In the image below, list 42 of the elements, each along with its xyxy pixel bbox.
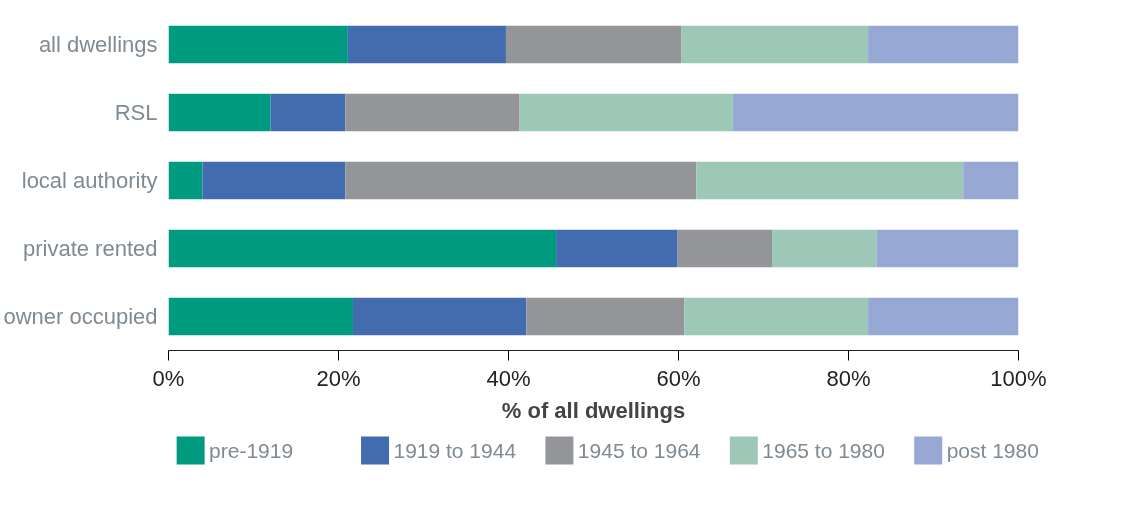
bar (168, 297, 353, 336)
bar (202, 161, 346, 200)
x-tick-label: 100% (990, 365, 1047, 391)
bar (505, 25, 682, 64)
legend-label: 1945 to 1964 (577, 439, 701, 462)
bar (681, 25, 869, 64)
legend-label: pre-1919 (209, 439, 294, 462)
bar (345, 93, 520, 132)
bar (345, 161, 697, 200)
bar (732, 93, 1019, 132)
y-tick-label: RSL (114, 100, 158, 125)
bar (876, 229, 1019, 268)
x-axis-title: % of all dwellings (501, 397, 686, 423)
bar (168, 161, 203, 200)
x-tick-label: 80% (826, 365, 871, 391)
bar (168, 229, 557, 268)
bar (696, 161, 964, 200)
y-tick-label: owner occupied (3, 304, 158, 329)
bar (772, 229, 877, 268)
bar (526, 297, 685, 336)
bar (352, 297, 527, 336)
bar (347, 25, 506, 64)
y-tick-label: local authority (21, 168, 158, 193)
x-tick-label: 20% (316, 365, 361, 391)
legend-label: 1965 to 1980 (762, 439, 885, 462)
x-tick-label: 40% (486, 365, 531, 391)
bar (556, 229, 678, 268)
legend-label: post 1980 (946, 439, 1039, 462)
bar (868, 25, 1019, 64)
y-tick-label: all dwellings (38, 32, 158, 57)
bar (168, 93, 271, 132)
bar (963, 161, 1019, 200)
legend-label: 1919 to 1944 (393, 439, 517, 462)
bar (168, 25, 348, 64)
x-tick-label: 60% (656, 365, 701, 391)
bar (868, 297, 1019, 336)
bar (270, 93, 346, 132)
bar (684, 297, 869, 336)
bar (677, 229, 772, 268)
x-tick-label: 0% (152, 365, 185, 391)
bar (519, 93, 733, 132)
y-tick-label: private rented (22, 236, 158, 261)
